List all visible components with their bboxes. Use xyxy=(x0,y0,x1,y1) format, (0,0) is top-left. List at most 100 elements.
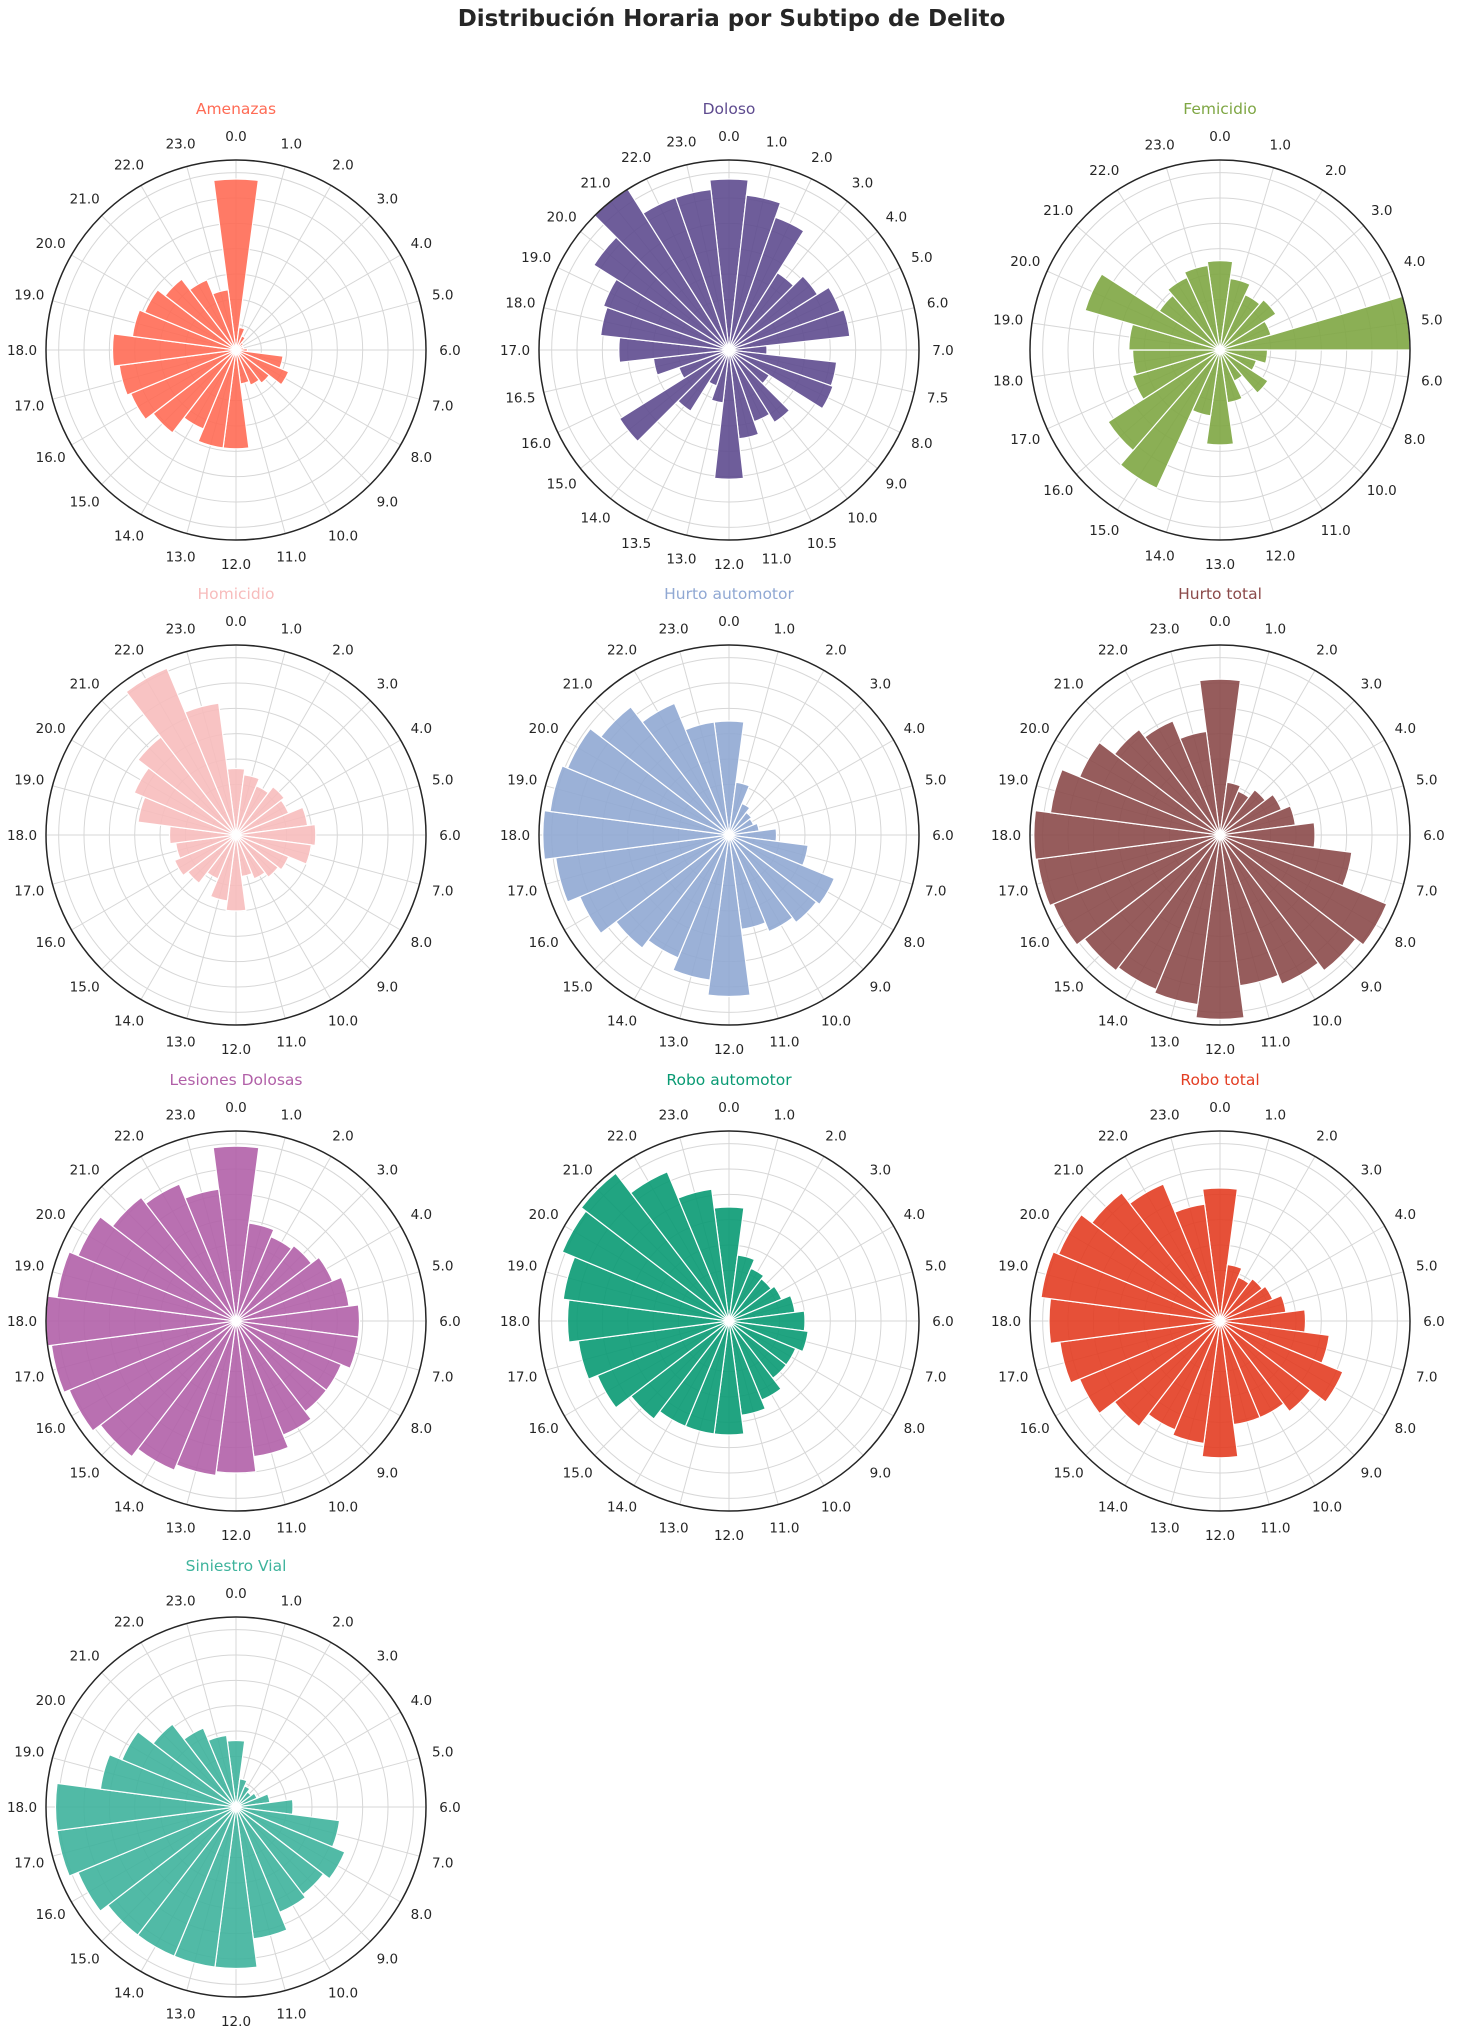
tick-label: 3.0 xyxy=(1361,1163,1382,1179)
bar-hour-0 xyxy=(1198,678,1242,836)
tick-label: 6.0 xyxy=(439,828,460,844)
polar-chart-4: Homicidio 0.0 1.0 2.0 3.0 4.0 5.0 6.0 7.0 8.0 9.0 1… xyxy=(7,585,461,1058)
tick-label: 0.0 xyxy=(1209,129,1230,145)
bar-hour-8 xyxy=(1219,834,1388,946)
bar-hour-23 xyxy=(684,721,730,836)
tick-label: 15.0 xyxy=(547,476,577,492)
polar-chart-9: Robo total 0.0 1.0 2.0 3.0 4.0 5.0 6.0 7.0 8.0 9.0… xyxy=(991,1071,1445,1544)
bar-hour-18 xyxy=(111,333,237,367)
tick-label: 17.0 xyxy=(14,883,44,899)
bar-hour-23 xyxy=(1174,1203,1221,1322)
tick-label: 19.0 xyxy=(507,1259,537,1275)
tick-label: 22.0 xyxy=(1089,163,1119,179)
tick-label: 18.0 xyxy=(993,373,1023,389)
tick-label: 20.0 xyxy=(1020,1207,1050,1223)
tick-label: 6.0 xyxy=(439,343,460,359)
polar-plot: 0.0 1.0 2.0 3.0 4.0 5.0 6.0 7.0 8.0 9.0 10.0 11.0 12… xyxy=(500,1100,954,1544)
tick-label: 19.0 xyxy=(14,1259,44,1275)
tick-label: 10.0 xyxy=(1312,1013,1342,1029)
tick-label: 9.0 xyxy=(1361,1465,1382,1481)
tick-label: 12.0 xyxy=(221,1042,251,1058)
tick-label: 23.0 xyxy=(166,1107,196,1123)
tick-label: 4.0 xyxy=(411,1693,432,1709)
tick-label: 18.0 xyxy=(7,1314,37,1330)
tick-label: 18.0 xyxy=(500,1314,530,1330)
tick-label: 13.0 xyxy=(166,1035,196,1051)
tick-label: 22.0 xyxy=(1098,1129,1128,1145)
tick-label: 23.0 xyxy=(166,1593,196,1609)
polar-chart-6: Hurto total 0.0 1.0 2.0 3.0 4.0 5.0 6.0 7.0 8.0 9.… xyxy=(991,585,1445,1058)
tick-label: 17.0 xyxy=(998,883,1028,899)
tick-label: 1.0 xyxy=(281,136,302,152)
tick-label: 19.0 xyxy=(14,1745,44,1761)
tick-label: 8.0 xyxy=(1404,432,1425,448)
tick-label: 3.0 xyxy=(1371,203,1392,219)
tick-label: 0.0 xyxy=(225,1100,246,1116)
polar-chart-1: Amenazas 0.0 1.0 2.0 3.0 4.0 5.0 6.0 7.0 8.0 9.0 10… xyxy=(7,100,461,573)
bar-hour-9 xyxy=(235,834,280,879)
bar-hour-13 xyxy=(197,349,237,449)
bar-hour-10 xyxy=(235,834,266,880)
tick-label: 16.0 xyxy=(36,450,66,466)
polar-plot: 0.0 1.0 2.0 3.0 4.0 5.0 6.0 7.0 8.0 9.0 10.0 11.0 12… xyxy=(7,614,461,1058)
tick-label: 4.0 xyxy=(411,236,432,252)
bar-hour-18 xyxy=(1084,273,1221,351)
tick-label: 14.0 xyxy=(1145,548,1175,564)
bar-hour-20 xyxy=(566,727,730,836)
tick-label: 23.0 xyxy=(659,1107,689,1123)
tick-label: 1.0 xyxy=(1265,1107,1286,1123)
tick-label: 20.0 xyxy=(1010,254,1040,270)
tick-label: 10.0 xyxy=(847,510,877,526)
tick-label: 2.0 xyxy=(332,1615,353,1631)
bar-hour-21 xyxy=(164,278,237,351)
tick-label: 15.0 xyxy=(563,1465,593,1481)
tick-label: 21.0 xyxy=(70,1163,100,1179)
bar-hour-23 xyxy=(211,289,237,351)
bar-hour-22 xyxy=(1143,720,1221,836)
tick-label: 16.0 xyxy=(1043,483,1073,499)
tick-label: 8.0 xyxy=(904,935,925,951)
tick-label: 8.0 xyxy=(1395,1421,1416,1437)
tick-label: 21.0 xyxy=(581,176,611,192)
grid-spoke xyxy=(235,1672,371,1808)
tick-label: 14.0 xyxy=(114,1499,144,1515)
polar-plot: 0.0 1.0 2.0 3.0 4.0 5.0 6.0 8.0 10.0 11.0 12.0 13.0… xyxy=(993,129,1442,573)
tick-label: 20.0 xyxy=(547,210,577,226)
tick-label: 1.0 xyxy=(1265,621,1286,637)
bar-hour-8 xyxy=(1219,349,1269,394)
chart-title: Homicidio xyxy=(197,585,275,603)
tick-label: 21.0 xyxy=(70,677,100,693)
bar-hour-0 xyxy=(709,178,749,351)
tick-label: 22.0 xyxy=(114,1615,144,1631)
tick-label: 13.0 xyxy=(1205,557,1235,573)
tick-label: 3.0 xyxy=(377,192,398,208)
tick-label: 18.0 xyxy=(991,828,1021,844)
tick-label: 13.0 xyxy=(659,1521,689,1537)
tick-label: 7.0 xyxy=(432,1855,453,1871)
tick-label: 10.0 xyxy=(328,1499,358,1515)
tick-label: 7.0 xyxy=(1416,883,1437,899)
bar-hour-6 xyxy=(728,309,851,351)
tick-label: 3.0 xyxy=(377,677,398,693)
bar-hour-12 xyxy=(1195,834,1245,1020)
tick-label: 9.0 xyxy=(1361,979,1382,995)
tick-label: 16.0 xyxy=(529,1421,559,1437)
bar-hour-9 xyxy=(1219,834,1357,972)
grid-spoke xyxy=(728,739,894,836)
bar-hour-14 xyxy=(1107,349,1221,452)
bar-hour-1 xyxy=(1219,277,1251,351)
tick-label: 10.0 xyxy=(1312,1499,1342,1515)
bar-hour-10 xyxy=(728,834,794,933)
polar-frame xyxy=(538,644,920,1026)
bar-hour-0 xyxy=(1201,1187,1239,1322)
tick-label: 13.0 xyxy=(166,2007,196,2023)
tick-label: 21.0 xyxy=(563,1163,593,1179)
bar-hour-1 xyxy=(728,194,782,351)
tick-label: 1.0 xyxy=(766,134,787,150)
tick-label: 5.0 xyxy=(432,1259,453,1275)
bar-hour-18 xyxy=(542,810,730,860)
tick-label: 15.0 xyxy=(1089,523,1119,539)
tick-label: 9.0 xyxy=(377,979,398,995)
grid-spoke xyxy=(235,1623,286,1808)
tick-label: 17.0 xyxy=(1010,432,1040,448)
